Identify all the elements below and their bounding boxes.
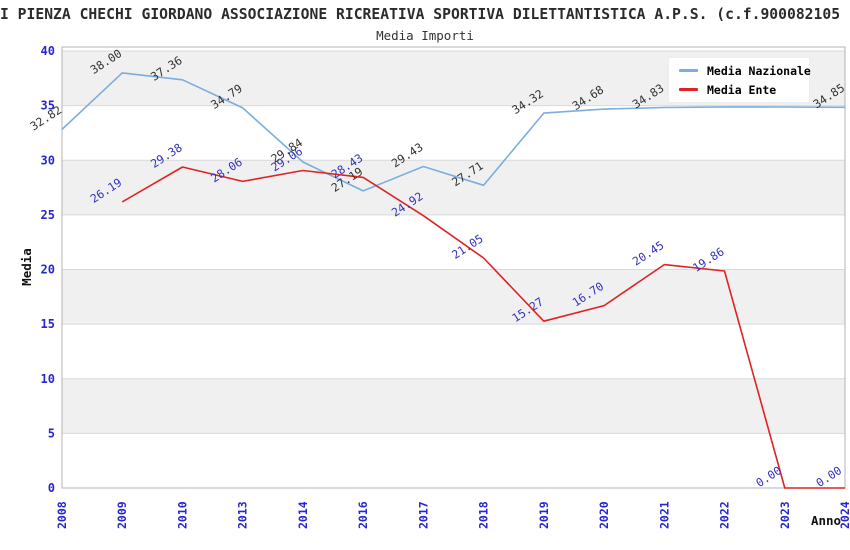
media-nazionale-line-swatch: [679, 69, 698, 72]
x-tick-label-2017: 2017: [416, 501, 430, 529]
legend-item-media-ente: Media Ente: [679, 83, 805, 97]
legend-item-media-nazionale: Media Nazionale: [679, 64, 811, 78]
y-tick-label: 20: [41, 263, 55, 277]
media-ente-line-swatch: [679, 88, 698, 91]
media-ente-point-label-2021: 20.45: [630, 238, 667, 269]
y-tick-label: 25: [41, 208, 55, 222]
x-tick-label-2020: 2020: [597, 501, 611, 529]
x-tick-label-2009: 2009: [115, 501, 129, 529]
x-tick-label-2021: 2021: [657, 501, 671, 529]
x-tick-label-2024: 2024: [838, 501, 850, 529]
x-tick-label-2014: 2014: [296, 501, 310, 529]
y-tick-label: 10: [41, 372, 55, 386]
plot-border: [61, 46, 846, 489]
x-tick-label-2022: 2022: [718, 501, 732, 529]
plot-band: [62, 269, 845, 325]
x-axis-title: Anno: [811, 513, 841, 528]
y-tick-label: 5: [48, 426, 55, 440]
x-tick-label-2019: 2019: [537, 501, 551, 529]
x-tick-label-2010: 2010: [176, 501, 190, 529]
media-nazionale-line: [61, 72, 846, 192]
legend-label: Media Nazionale: [707, 63, 811, 78]
x-tick-label-2008: 2008: [55, 501, 69, 529]
y-axis-title: Media: [19, 248, 34, 286]
media-ente-point-label-2024: 0.00: [813, 463, 844, 490]
chart-title: I PIENZA CHECHI GIORDANO ASSOCIAZIONE RI…: [0, 6, 841, 23]
x-tick-label-2016: 2016: [356, 501, 370, 529]
plot-band: [62, 378, 845, 434]
chart-subtitle: Media Importi: [376, 28, 474, 43]
y-tick-label: 35: [41, 99, 55, 113]
y-tick-label: 0: [48, 481, 55, 495]
media-ente-line: [121, 166, 845, 489]
y-tick-label: 30: [41, 153, 55, 167]
media-ente-point-label-2018: 21.05: [449, 231, 486, 262]
y-tick-label: 15: [41, 317, 55, 331]
x-tick-label-2023: 2023: [778, 501, 792, 529]
x-tick-label-2013: 2013: [236, 501, 250, 529]
y-tick-label: 40: [41, 44, 55, 58]
legend: Media Nazionale Media Ente: [668, 57, 811, 103]
x-tick-label-2018: 2018: [477, 501, 491, 529]
legend-label: Media Ente: [707, 82, 777, 97]
